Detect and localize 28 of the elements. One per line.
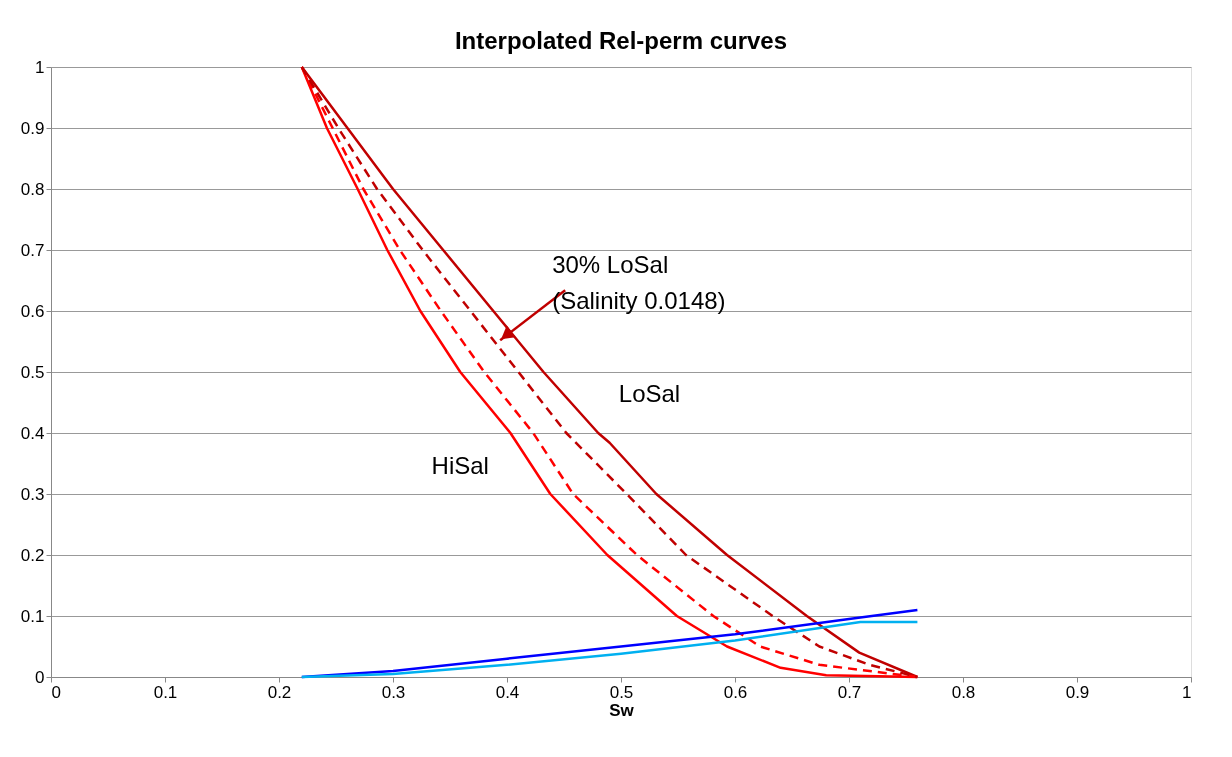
y-tick-label: 0.8 bbox=[20, 179, 45, 199]
x-tick-label: 0.4 bbox=[495, 682, 520, 702]
x-tick-label: 0.2 bbox=[267, 682, 292, 702]
x-tick-label: 0.7 bbox=[837, 682, 862, 702]
y-tick-label: 0.5 bbox=[20, 362, 45, 382]
y-tick-label: 0.7 bbox=[20, 240, 45, 260]
y-tick-label: 0.3 bbox=[20, 484, 45, 504]
y-tick-label: 0.4 bbox=[20, 423, 45, 443]
x-tick-label: 1 bbox=[1182, 682, 1192, 702]
x-tick-label: 0.9 bbox=[1065, 682, 1090, 702]
y-tick-label: 0.9 bbox=[20, 118, 45, 138]
y-tick-label: 0 bbox=[35, 667, 45, 687]
y-tick-label: 0.1 bbox=[20, 606, 45, 626]
x-tick-label: 0.8 bbox=[951, 682, 976, 702]
annotation: 30% LoSal (Salinity 0.0148) bbox=[552, 251, 726, 315]
line-series bbox=[300, 620, 919, 679]
x-tick-label: 0.3 bbox=[381, 682, 406, 702]
series-label: HiSal bbox=[431, 451, 489, 479]
chart-title: Interpolated Rel-perm curves bbox=[454, 27, 788, 54]
x-tick-label: 0.6 bbox=[723, 682, 748, 702]
x-tick-label: 0.5 bbox=[609, 682, 634, 702]
y-tick-label: 1 bbox=[35, 57, 45, 77]
y-tick-label: 0.2 bbox=[20, 545, 45, 565]
x-tick-label: 0.1 bbox=[153, 682, 178, 702]
x-axis-title: Sw bbox=[609, 700, 635, 720]
series-label: LoSal bbox=[618, 380, 681, 408]
y-tick-label: 0.6 bbox=[20, 301, 45, 321]
x-tick-label: 0 bbox=[51, 682, 61, 702]
